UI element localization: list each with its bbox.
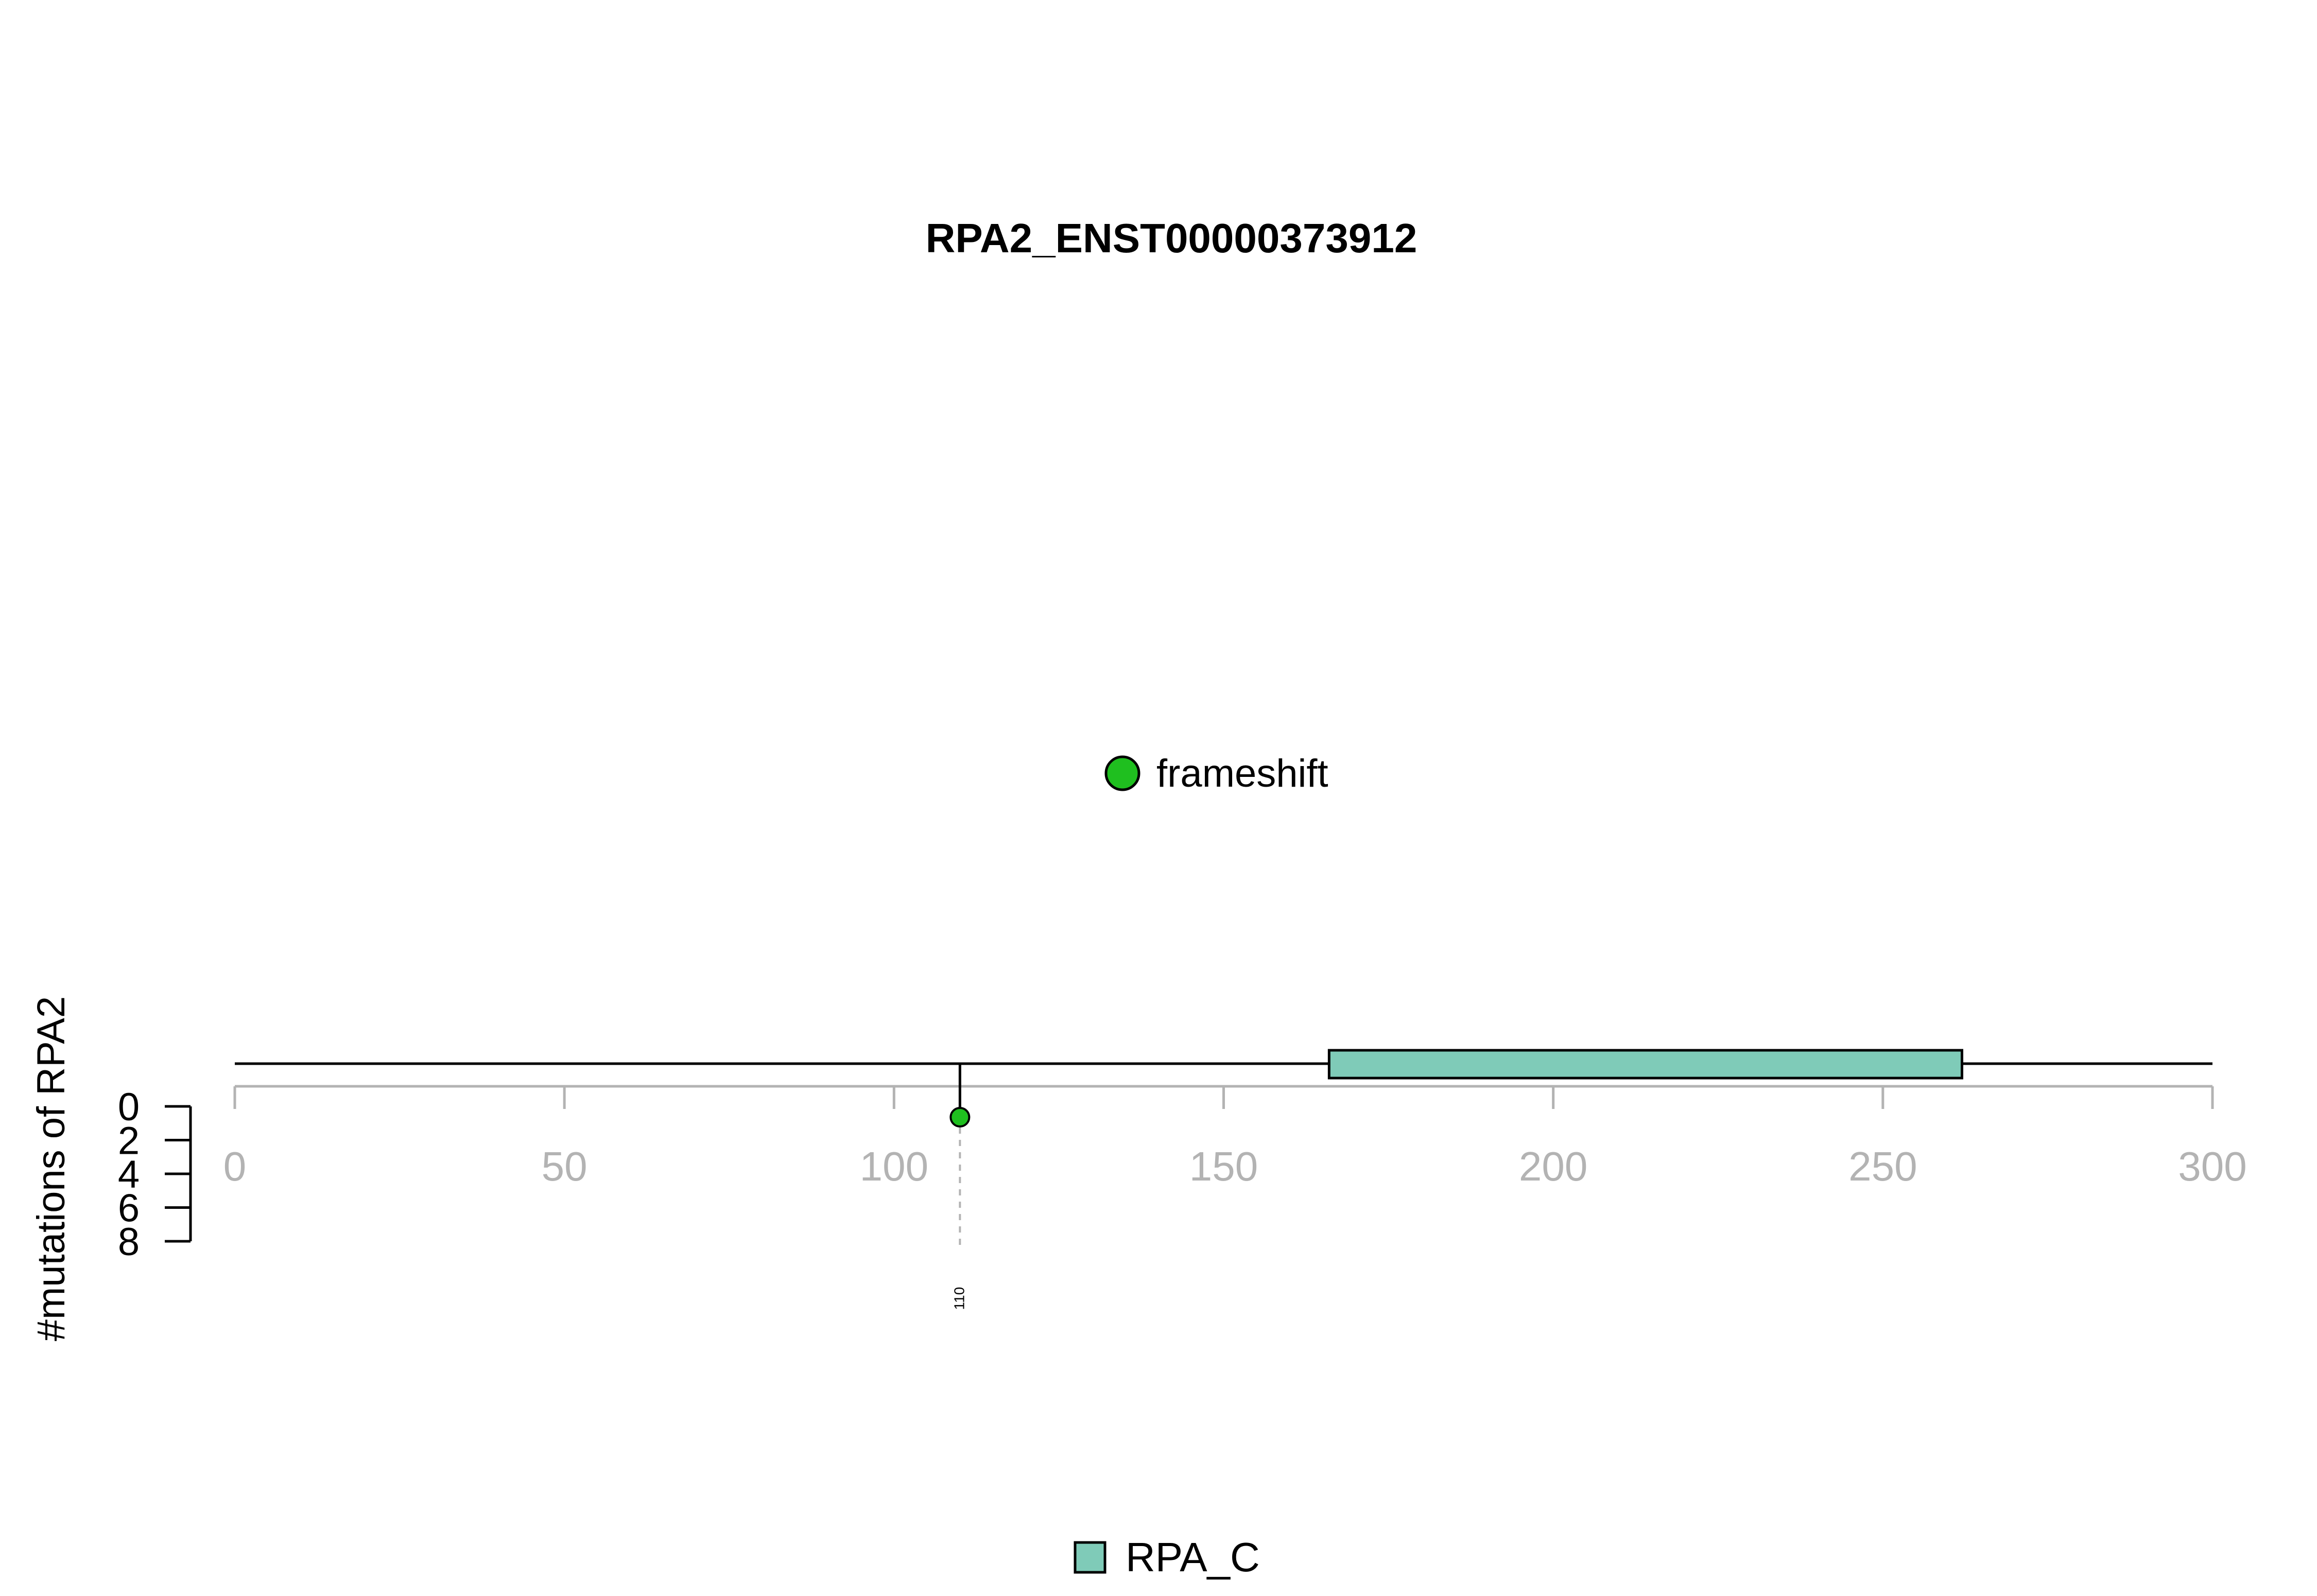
x-axis: 0 50 100 150 200 250 300 <box>223 1085 2247 1189</box>
x-tick-label-150: 150 <box>1189 1143 1258 1189</box>
y-tick-label-4: 4 <box>118 1153 140 1196</box>
mutation-label-110: 110 <box>951 1287 967 1310</box>
y-tick-label-0: 0 <box>118 1085 140 1129</box>
x-tick-label-200: 200 <box>1519 1143 1587 1189</box>
y-tick-label-8: 8 <box>118 1220 140 1264</box>
mutation-point-110 <box>949 1107 971 1127</box>
x-tick-label-0: 0 <box>223 1143 247 1189</box>
domain-legend: RPA_C <box>1074 1534 1260 1580</box>
legend-label-RPA_C: RPA_C <box>1126 1534 1260 1580</box>
x-tick-label-50: 50 <box>542 1143 587 1189</box>
domain-layer <box>1327 1049 1963 1080</box>
legend-marker-frameshift <box>1104 755 1140 791</box>
domain-RPA_C <box>1327 1049 1963 1080</box>
x-tick-label-250: 250 <box>1848 1143 1917 1189</box>
legend-label-frameshift: frameshift <box>1156 752 1328 795</box>
mutation-legend: frameshift <box>1104 752 1328 795</box>
x-tick-label-300: 300 <box>2178 1143 2246 1189</box>
y-axis-label: #mutations of RPA2 <box>29 996 73 1341</box>
chart-title: RPA2_ENST00000373912 <box>926 215 1417 261</box>
x-tick-label-100: 100 <box>860 1143 928 1189</box>
y-tick-label-2: 2 <box>118 1119 140 1163</box>
legend-swatch-RPA_C <box>1074 1541 1106 1574</box>
mutation-layer: 110 <box>949 1064 971 1310</box>
y-tick-label-6: 6 <box>118 1187 140 1230</box>
